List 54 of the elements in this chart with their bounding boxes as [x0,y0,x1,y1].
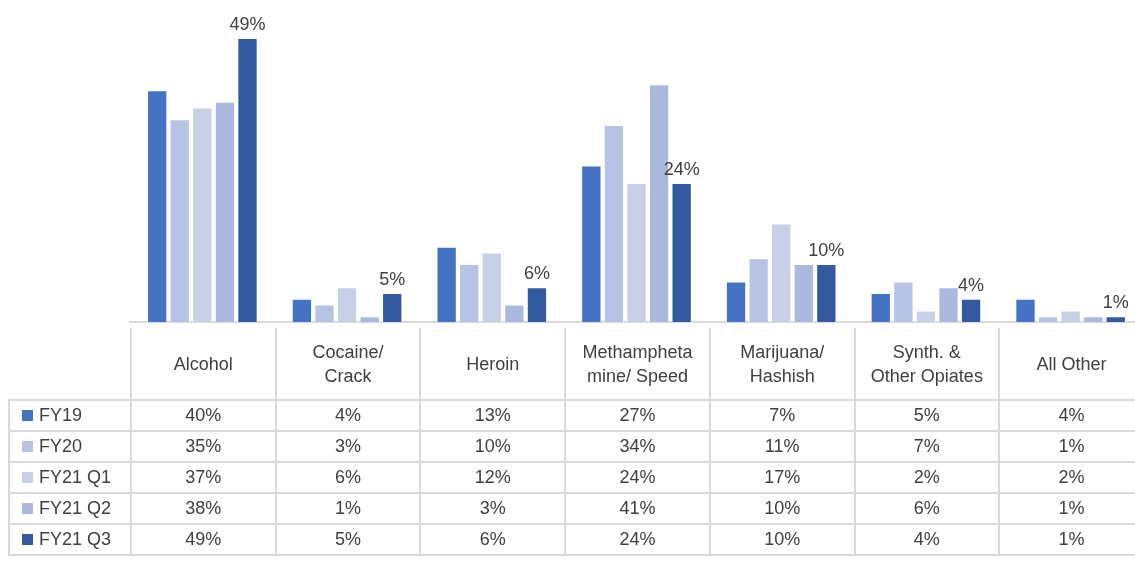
data-label: 3% [420,493,566,524]
x-tick-label: Cocaine/ Crack [275,328,421,400]
annotation: 1% [1102,292,1129,313]
data-label: 4% [275,400,421,431]
x-tick-label: Synth. & Other Opiates [854,328,1000,400]
x-tick-label: Marijuana/ Hashish [709,328,855,400]
annotation: 24% [663,158,700,179]
data-label: 5% [854,400,1000,431]
data-label: 7% [854,431,1000,462]
data-label: 27% [565,400,710,431]
data-label: 10% [709,524,855,555]
data-label: 12% [420,462,566,493]
data-label: 6% [854,493,1000,524]
data-label: 24% [565,524,710,555]
x-tick-label: Alcohol [131,328,276,400]
data-label: 2% [999,462,1135,493]
annotation: 10% [808,240,845,261]
annotation: 5% [379,268,406,289]
data-label: 4% [854,524,1000,555]
text: 49% [229,13,266,34]
data-label: 13% [420,400,566,431]
data-label: 10% [709,493,855,524]
data-label: 35% [131,431,276,462]
legend-label: FY20 [39,436,83,456]
data-label: 2% [854,462,1000,493]
data-label: 10% [420,431,566,462]
data-label: 1% [275,493,421,524]
data-label: 7% [709,400,855,431]
x-tick-label: Methamphetamine/ Speed [565,328,710,400]
data-label: 41% [565,493,710,524]
data-label: 3% [275,431,421,462]
data-label: 1% [999,431,1135,462]
data-label: 6% [275,462,421,493]
legend-label: FY21 Q2 [39,498,112,518]
x-tick-label: All Other [999,328,1135,400]
legend-label: FY19 [39,405,83,425]
data-label: 37% [131,462,276,493]
data-label: 4% [999,400,1135,431]
data-label: 1% [999,493,1135,524]
data-label: 38% [131,493,276,524]
annotation: 6% [523,263,550,284]
data-label: 34% [565,431,710,462]
legend-label: FY21 Q3 [39,529,112,549]
data-label: 40% [131,400,276,431]
data-label: 1% [999,524,1135,555]
data-label: 6% [420,524,566,555]
data-label: 49% [131,524,276,555]
data-label: 5% [275,524,421,555]
data-label: 24% [565,462,710,493]
annotation: 4% [958,274,985,295]
legend-label: FY21 Q1 [39,467,112,487]
data-label: 11% [709,431,855,462]
data-label: 17% [709,462,855,493]
x-tick-label: Heroin [420,328,566,400]
